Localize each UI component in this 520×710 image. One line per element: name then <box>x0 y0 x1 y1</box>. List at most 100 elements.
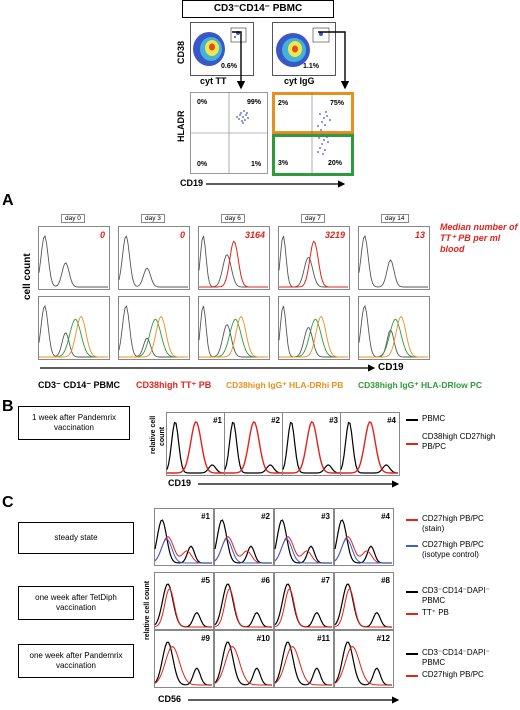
panel-c-hist-curves <box>334 519 392 564</box>
panel-c-hist: #11 <box>274 630 334 688</box>
legend-text: CD27high PB/PC <box>422 540 484 549</box>
panel-b-condition-box: 1 week after Pandemrix vaccination <box>18 406 130 440</box>
panel-b-xarrow <box>198 480 400 488</box>
panel-c-row3-box: one week after Pandemrix vaccination <box>18 644 134 678</box>
panel-a-count: 3164 <box>244 230 265 240</box>
panel-c-hist: #6 <box>214 572 274 630</box>
dotplot-igg: 1.1% <box>272 22 336 76</box>
histogram-curve <box>214 538 272 564</box>
panel-a-legend-black: CD3⁻ CD14⁻ PBMC <box>38 380 121 390</box>
panel-b-hist: #4 <box>340 412 400 476</box>
legend-text: CD27high PB/PC <box>422 514 484 523</box>
panel-a-hist-bottom <box>278 296 350 360</box>
panel-c-hist: #4 <box>334 508 394 566</box>
histogram-curve <box>154 646 212 686</box>
panel-c-id: #4 <box>381 512 390 521</box>
legend-line-black <box>406 653 418 655</box>
panel-a-hist-bottom-curves <box>118 305 188 358</box>
panel-a-day-label: day 0 <box>61 214 85 223</box>
panel-c-hist: #10 <box>214 630 274 688</box>
panel-c-hist: #3 <box>274 508 334 566</box>
panel-a-day-label: day 3 <box>141 214 165 223</box>
panel-a-hist-bottom <box>38 296 110 360</box>
dotplot-igg-density <box>276 27 330 67</box>
histogram-curve <box>199 240 268 288</box>
dotplot-igg-pct: 1.1% <box>303 63 319 70</box>
quadplot-right: 2% 75% 3% 20% <box>272 92 354 176</box>
panel-a-count: 0 <box>179 230 185 240</box>
quadplot-left-q2: 99% <box>247 99 262 106</box>
histogram-curve <box>341 420 398 474</box>
panel-b-condition: 1 week after Pandemrix vaccination <box>31 413 117 432</box>
panel-c-id: #9 <box>201 634 210 643</box>
panel-c-hist: #7 <box>274 572 334 630</box>
panel-c-hist: #5 <box>154 572 214 630</box>
panel-b-xlabel: CD19 <box>168 478 192 488</box>
panel-a-hist-bottom-curves <box>358 304 428 358</box>
panel-a-hist-bottom <box>358 296 430 360</box>
histogram-curve <box>358 234 428 288</box>
panel-a-legend-orange: CD38high IgG⁺ HLA-DRhi PB <box>226 380 344 390</box>
quadplot-right-q3: 3% <box>278 160 289 167</box>
panel-b-hist: #2 <box>224 412 284 476</box>
dotplot-tt-pct: 0.6% <box>221 63 237 70</box>
legend-text: CD27high PB/PC <box>422 670 484 679</box>
histogram-curve <box>334 588 392 628</box>
histogram-curve <box>334 646 392 686</box>
histogram-curve <box>334 641 392 686</box>
histogram-curve <box>274 588 332 628</box>
dotplot-tt: 0.6% <box>190 22 254 76</box>
legend-text: PBMC <box>422 596 446 605</box>
panel-a-hist-top: day 3 0 <box>118 214 190 290</box>
panel-b-hist-curves <box>166 420 225 474</box>
panel-b-legend-black: PBMC <box>422 414 446 423</box>
panel-c-row1-condition: steady state <box>54 533 98 542</box>
panel-a-hist-top-curves <box>118 235 188 288</box>
panel-a-hist-bottom <box>198 296 270 360</box>
panel-a-hist-top-curves <box>278 235 348 288</box>
panel-c-row2-condition: one week after TetDiph vaccination <box>35 593 117 612</box>
panel-a-legend-green: CD38high IgG⁺ HLA-DRlow PC <box>358 380 482 390</box>
dotplot-tt-xlabel: cyt TT <box>200 76 227 86</box>
panel-a-median-note-2: TT⁺ PB per ml blood <box>440 233 501 254</box>
quad-cd19-arrow <box>206 180 346 188</box>
panel-a-legend-red: CD38high TT⁺ PB <box>136 380 212 390</box>
panel-b-id: #2 <box>271 416 280 425</box>
panel-b-letter: B <box>2 398 14 415</box>
panel-c-hist-curves <box>274 583 332 628</box>
panel-a-hist-top-curves <box>358 234 428 288</box>
histogram-curve <box>214 646 272 686</box>
header-title-box: CD3⁻CD14⁻ PBMC <box>182 0 334 18</box>
panel-a-hist-bottom-curves <box>38 304 108 358</box>
histogram-curve <box>119 315 188 358</box>
histogram-curve <box>283 420 340 474</box>
panel-c-id: #5 <box>201 576 210 585</box>
panel-c-letter: C <box>2 494 14 511</box>
quadplot-right-q2: 75% <box>330 100 345 107</box>
panel-b-id: #4 <box>387 416 396 425</box>
panel-c-id: #3 <box>321 512 330 521</box>
quadplot-left-q3: 0% <box>197 161 208 168</box>
legend-text: (stain) <box>422 524 445 533</box>
histogram-curve <box>279 240 348 288</box>
panel-c-hist: #2 <box>214 508 274 566</box>
quadplot-left-lines <box>191 93 267 173</box>
panel-c-xlabel: CD56 <box>158 694 182 704</box>
legend-line-red <box>406 675 418 677</box>
histogram-curve <box>39 315 108 358</box>
panel-a-count: 3219 <box>324 230 345 240</box>
panel-c-hist-curves <box>274 519 332 564</box>
panel-c-row1-box: steady state <box>18 522 134 554</box>
quadplot-left-q1: 0% <box>197 99 208 106</box>
panel-c-hist-curves <box>214 519 272 564</box>
legend-line-black <box>406 419 418 421</box>
panel-c-id: #10 <box>256 634 270 643</box>
panel-a-hist-top: day 6 3164 <box>198 214 270 290</box>
panel-b-hist-curves <box>224 420 283 474</box>
panel-c-hist-curves <box>274 641 332 686</box>
panel-c-row3-condition: one week after Pandemrix vaccination <box>29 651 123 670</box>
quadplot-right-lower-gate <box>272 134 354 176</box>
panel-a-hist-top-curves <box>38 234 108 288</box>
legend-text: CD3⁻CD14⁻DAPI⁻ <box>422 648 490 657</box>
